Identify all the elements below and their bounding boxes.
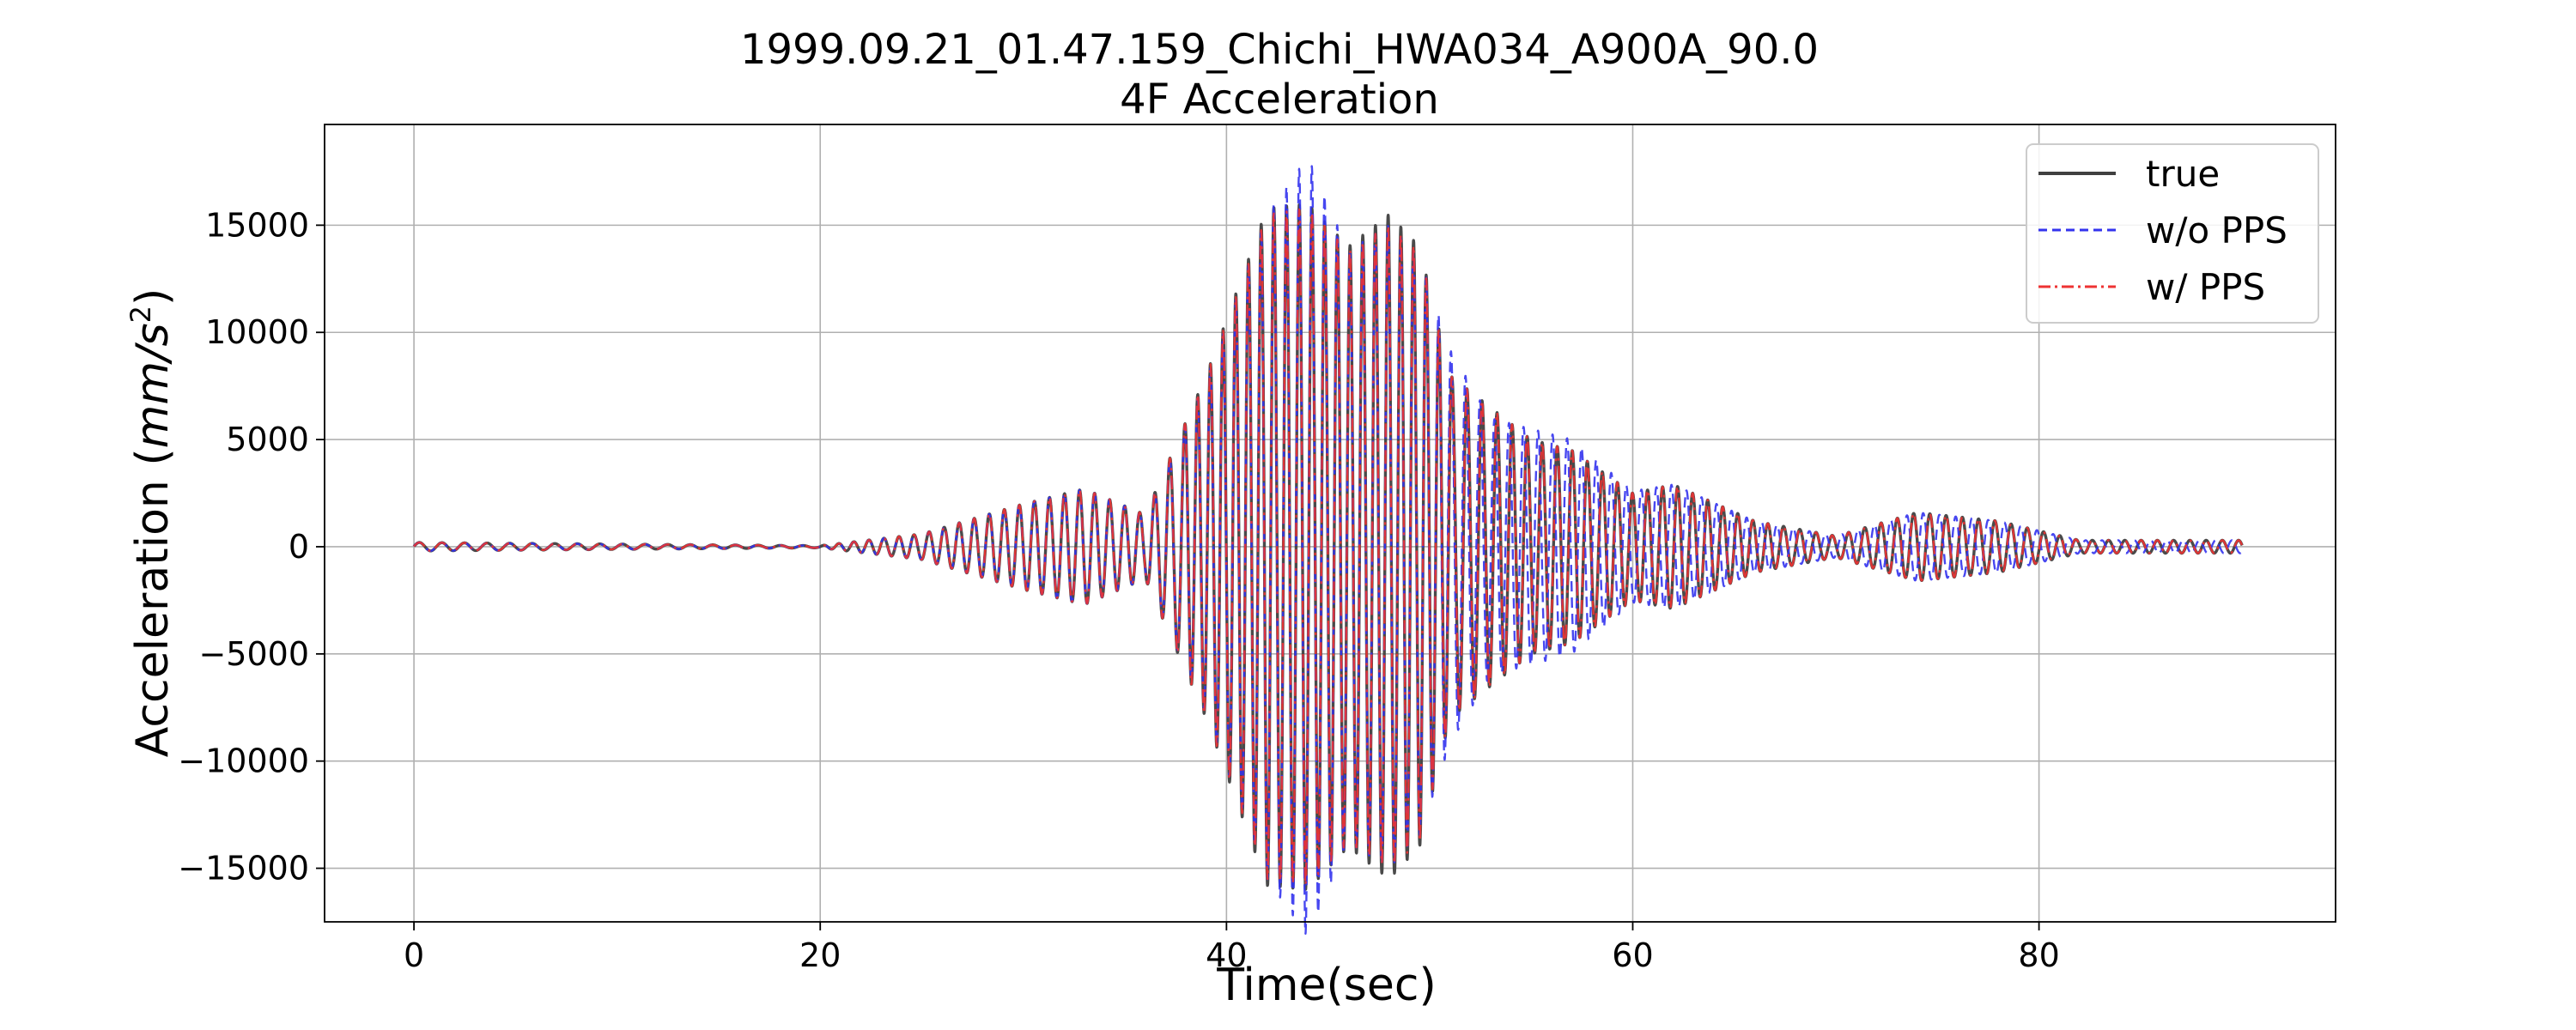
- y-tick-label: 5000: [226, 421, 309, 458]
- x-axis-label: Time(sec): [1216, 960, 1437, 1011]
- x-tick-label: 80: [2018, 936, 2059, 974]
- chart-title: 1999.09.21_01.47.159_Chichi_HWA034_A900A…: [740, 26, 1819, 74]
- x-tick-label: 60: [1612, 936, 1653, 974]
- series-layer: [412, 165, 2244, 935]
- y-axis-label: Acceleration (mm/s2): [125, 288, 179, 758]
- y-tick-label: 0: [289, 528, 309, 566]
- y-axis-label-exp: 2: [125, 306, 157, 323]
- y-tick-label: 10000: [205, 313, 309, 351]
- legend-box: [2026, 143, 2319, 324]
- legend-label-true: true: [2146, 153, 2220, 195]
- legend: true w/o PPS w/ PPS: [2026, 143, 2319, 324]
- plot-frame: [324, 124, 2336, 923]
- y-tick-label: −15000: [178, 850, 309, 888]
- legend-label-wo-pps: w/o PPS: [2146, 209, 2287, 251]
- legend-label-w-pps: w/ PPS: [2146, 266, 2265, 308]
- x-tick-label: 20: [799, 936, 841, 974]
- axis-ticks: 0 20 40 60 80 −15000 −10000 −5000 0 5000 10000 1500…: [178, 206, 2060, 974]
- y-axis-label-unit: mm/s: [127, 323, 179, 448]
- y-tick-label: −10000: [178, 742, 309, 780]
- y-axis-label-main: Acceleration (: [127, 448, 179, 757]
- x-tick-label: 40: [1206, 936, 1247, 974]
- y-tick-label: 15000: [205, 206, 309, 244]
- y-axis-label-close: ): [127, 288, 179, 306]
- y-tick-label: −5000: [198, 635, 309, 673]
- chart-subtitle: 4F Acceleration: [1120, 76, 1439, 124]
- series-line-w-o-pps: [413, 165, 2244, 935]
- x-tick-label: 0: [404, 936, 424, 974]
- series-line-w-pps: [413, 208, 2244, 886]
